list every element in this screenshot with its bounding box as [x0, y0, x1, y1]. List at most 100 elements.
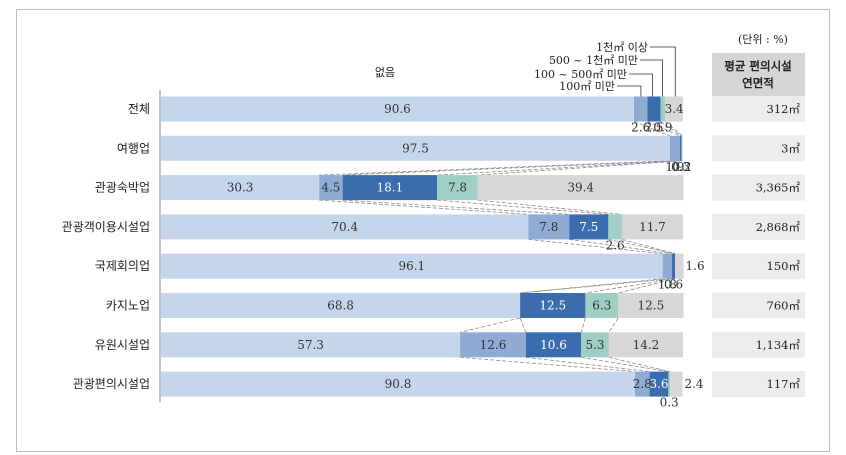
bar-segment — [161, 253, 663, 279]
connector-line — [618, 278, 676, 294]
value-label: 12.5 — [539, 299, 566, 313]
bar-segment — [161, 175, 320, 201]
connector-line — [520, 278, 673, 294]
value-label: 18.1 — [377, 181, 404, 195]
value-label: 2.5 — [644, 121, 663, 135]
value-label: 0.9 — [653, 121, 672, 135]
value-label: 1.6 — [686, 259, 705, 273]
bar-segment — [161, 135, 670, 161]
value-label: 0.3 — [671, 160, 690, 174]
bar-segment — [161, 96, 634, 122]
bar-segment — [608, 332, 683, 358]
value-label: 7.8 — [539, 220, 558, 234]
avg-area-header-line2: 연면적 — [742, 76, 774, 90]
bar-segment — [525, 332, 582, 358]
value-label: 96.1 — [398, 259, 425, 273]
connector-line — [585, 278, 676, 294]
avg-area-box — [712, 174, 805, 201]
value-label: 1.8 — [658, 278, 677, 292]
bar-segment — [585, 293, 619, 318]
bar-segment — [675, 253, 684, 279]
value-label: 2.6 — [631, 121, 650, 135]
category-label: 전체 — [128, 102, 150, 116]
connector-line — [528, 239, 663, 255]
connector-line — [319, 199, 529, 215]
legend-label: 100㎡ 미만 — [559, 80, 615, 93]
avg-area-box — [712, 331, 805, 358]
value-label: 68.8 — [327, 299, 354, 313]
legend-leader-line — [629, 73, 653, 97]
legend-leader-line — [640, 59, 663, 97]
value-label: 4.5 — [321, 181, 340, 195]
connector-line — [460, 356, 636, 372]
avg-area-value: 312㎡ — [767, 102, 801, 116]
connector-line — [342, 199, 570, 215]
avg-area-box — [712, 371, 805, 398]
connector-line — [477, 199, 622, 215]
bar-segment — [662, 253, 673, 279]
connector-lines — [319, 121, 683, 372]
avg-area-value: 3,365㎡ — [756, 181, 801, 195]
legend-leader-line — [617, 85, 642, 97]
connector-line — [621, 239, 676, 255]
bar-segment — [669, 135, 680, 161]
bar-segment — [681, 135, 683, 161]
value-label: 70.4 — [331, 220, 358, 234]
bar-segment — [649, 371, 669, 397]
bar-segment — [520, 293, 586, 318]
legend-label: 없음 — [375, 66, 395, 79]
bar-segment — [647, 96, 661, 122]
bar-segment — [634, 371, 650, 397]
bar-segment — [633, 96, 648, 122]
bar-segment — [161, 293, 521, 318]
category-label: 유원시설업 — [95, 338, 150, 352]
unit-label: (단위 : %) — [738, 33, 788, 46]
bar-segment — [477, 175, 684, 201]
avg-area-header-box — [712, 53, 805, 96]
connector-line — [460, 317, 521, 333]
value-label: 90.8 — [385, 377, 412, 391]
value-label: 12.5 — [638, 299, 665, 313]
value-label: 3.6 — [649, 377, 668, 391]
value-label: 11.7 — [639, 220, 666, 234]
avg-area-value: 760㎡ — [767, 299, 801, 313]
value-label: 39.4 — [567, 181, 594, 195]
value-label: 30.3 — [227, 181, 254, 195]
bar-segment — [569, 214, 609, 240]
bar-segment — [665, 96, 683, 122]
category-label: 국제회의업 — [95, 259, 150, 273]
value-label: 2.4 — [684, 377, 703, 391]
avg-area-value: 3㎡ — [781, 141, 800, 155]
category-label: 카지노업 — [106, 299, 150, 313]
avg-area-header-line1: 평균 편의시설 — [724, 59, 791, 73]
bars — [161, 96, 684, 397]
connector-line — [608, 356, 671, 372]
category-label: 관광숙박업 — [95, 181, 150, 195]
bar-segment — [460, 332, 526, 358]
value-label: 10.6 — [540, 338, 567, 352]
avg-area-value: 1,134㎡ — [756, 338, 801, 352]
bar-segment — [161, 332, 461, 358]
legend-label: 100 ~ 500㎡ 미만 — [534, 68, 627, 81]
value-label: 6.3 — [592, 299, 611, 313]
connector-line — [608, 239, 676, 255]
value-label: 7.8 — [448, 181, 467, 195]
value-label: 2.6 — [606, 238, 625, 252]
value-labels: 90.62.62.50.93.497.51.90.30.230.3 4.5 18.1… — [227, 102, 705, 410]
avg-area-column: 312㎡ 3㎡ 3,365㎡ 2,868㎡ 150㎡ 760㎡ 1,134㎡ 117㎡ — [712, 96, 805, 398]
chart-frame — [16, 9, 830, 452]
value-label: 1.9 — [665, 160, 684, 174]
value-label: 12.6 — [480, 338, 507, 352]
bar-segment — [581, 332, 609, 358]
value-label: 97.5 — [402, 141, 429, 155]
category-label: 여행업 — [117, 140, 150, 155]
bar-segment — [528, 214, 570, 240]
connector-line — [608, 317, 619, 333]
bar-segment — [319, 175, 343, 201]
connector-line — [342, 160, 680, 176]
connector-line — [477, 160, 683, 176]
bar-segment — [161, 214, 529, 240]
connector-line — [519, 317, 527, 333]
